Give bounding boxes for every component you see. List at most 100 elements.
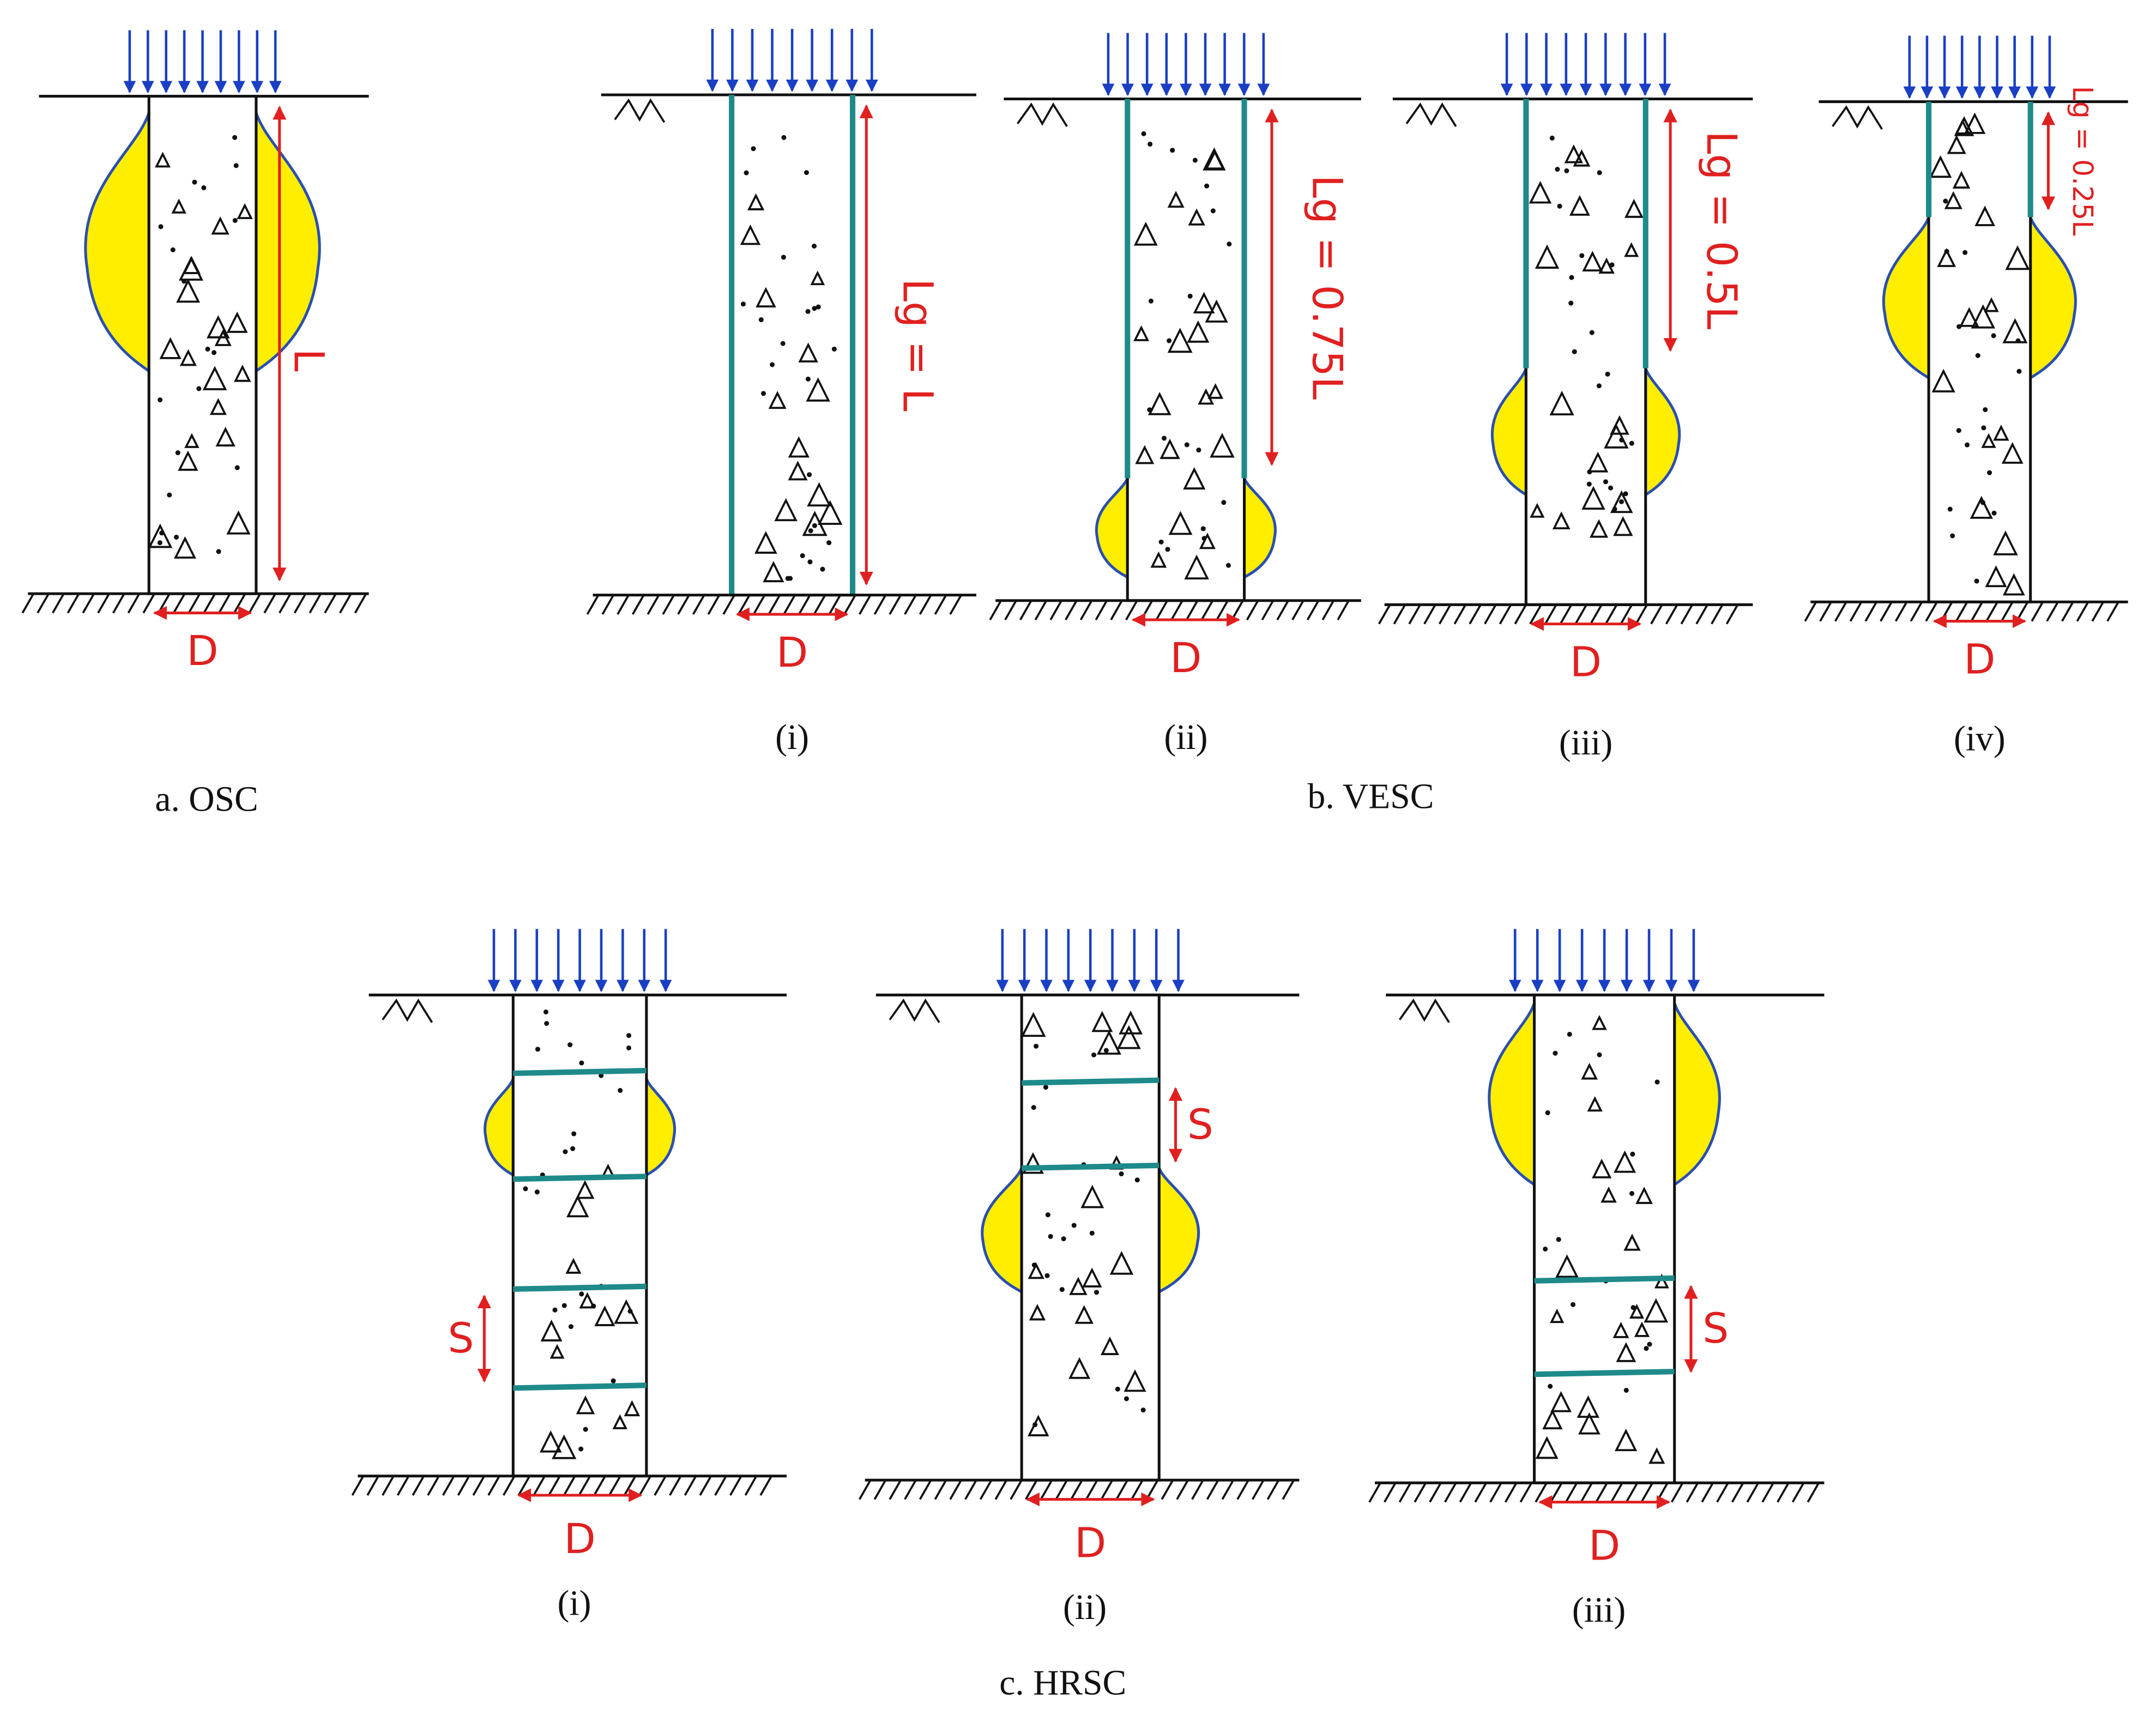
spacing-label: S [1187, 1101, 1213, 1149]
aggregate [232, 217, 238, 223]
ground-hatch [351, 1475, 772, 1496]
aggregate [1059, 1287, 1065, 1292]
aggregate [1586, 481, 1592, 487]
aggregate [1184, 442, 1189, 448]
aggregate [1991, 333, 1996, 339]
bulge [84, 112, 150, 374]
column-label: (ii) [1164, 718, 1207, 757]
aggregate [1044, 1273, 1050, 1278]
aggregate [1148, 298, 1154, 304]
aggregate [1991, 510, 1997, 516]
diameter-label: D [1074, 1519, 1106, 1567]
aggregate [1140, 1407, 1146, 1413]
aggregate [211, 350, 217, 355]
aggregate [1629, 440, 1634, 446]
aggregate [1165, 547, 1170, 552]
aggregate [1962, 250, 1968, 255]
aggregate [805, 376, 811, 382]
aggregate [578, 1446, 584, 1452]
aggregate [1148, 141, 1153, 147]
aggregate [1571, 1302, 1576, 1307]
ground-hatch [858, 1479, 1295, 1500]
aggregate [1535, 1014, 1669, 1464]
stone-column [1524, 98, 1647, 606]
aggregate [1965, 442, 1970, 448]
ground-hatch [989, 600, 1350, 620]
aggregate [1603, 479, 1608, 485]
aggregate [233, 163, 239, 168]
aggregate [807, 559, 813, 565]
aggregate [807, 472, 812, 478]
aggregate [571, 1131, 577, 1137]
aggregate [579, 1291, 584, 1297]
aggregate [196, 386, 202, 391]
aggregate [1170, 148, 1175, 153]
aggregate [568, 1324, 573, 1330]
aggregate [1567, 1031, 1572, 1037]
bulge [1673, 1002, 1721, 1188]
aggregate [611, 1378, 616, 1383]
diameter-label: D [1589, 1522, 1620, 1570]
ground-hatch [1378, 604, 1739, 625]
aggregate [1556, 1237, 1561, 1242]
aggregate [1605, 371, 1610, 377]
bulge [645, 1078, 677, 1177]
aggregate [534, 1189, 540, 1195]
aggregate [1929, 112, 2030, 596]
aggregate [1569, 275, 1574, 280]
aggregate [758, 317, 764, 323]
geosynthetic-disc [1534, 1275, 1675, 1284]
aggregate [1192, 158, 1198, 163]
aggregate [800, 553, 805, 558]
aggregate [812, 243, 817, 249]
ground-symbol [1405, 102, 1457, 127]
aggregate [760, 391, 766, 396]
aggregate [1983, 407, 1988, 413]
aggregate [1210, 208, 1216, 214]
aggregate [804, 170, 809, 176]
bulge [1882, 216, 1930, 380]
aggregate [1196, 448, 1201, 453]
aggregate [148, 152, 253, 559]
aggregate [234, 465, 240, 470]
aggregate [1974, 578, 1979, 584]
bulge [255, 112, 321, 374]
aggregate [1045, 1212, 1050, 1218]
aggregate [740, 301, 746, 307]
aggregate [552, 1307, 558, 1313]
aggregate [1975, 353, 1980, 358]
aggregate [1548, 1383, 1553, 1389]
aggregate [1623, 491, 1628, 497]
bulge [1490, 367, 1527, 498]
aggregate [770, 362, 775, 367]
aggregate [618, 1087, 623, 1093]
aggregate [1200, 526, 1206, 531]
bulge [1644, 367, 1681, 498]
aggregate [1091, 1052, 1097, 1058]
aggregate [1597, 1052, 1602, 1058]
diameter-label: D [1170, 634, 1201, 682]
aggregate [1623, 1387, 1629, 1393]
aggregate [1124, 1396, 1130, 1401]
aggregate [1187, 293, 1193, 299]
aggregate [1119, 1171, 1124, 1176]
aggregate [820, 566, 825, 572]
aggregate [1221, 500, 1227, 505]
encased-length-label: Lg = 0.5L [1698, 131, 1746, 329]
caption: b. VESC [1308, 777, 1434, 816]
ground-hatch [1368, 1482, 1820, 1503]
aggregate [1981, 425, 1986, 431]
aggregate [205, 346, 210, 352]
aggregate [1543, 1246, 1548, 1252]
aggregate [1618, 499, 1624, 504]
aggregate [826, 540, 832, 546]
aggregate [1596, 383, 1602, 389]
aggregate [216, 549, 221, 554]
aggregate [1043, 1084, 1048, 1090]
aggregate [812, 523, 817, 528]
aggregate [1557, 203, 1562, 209]
column-label: (ii) [1063, 1588, 1107, 1627]
aggregate [805, 309, 811, 314]
aggregate [1225, 563, 1231, 568]
